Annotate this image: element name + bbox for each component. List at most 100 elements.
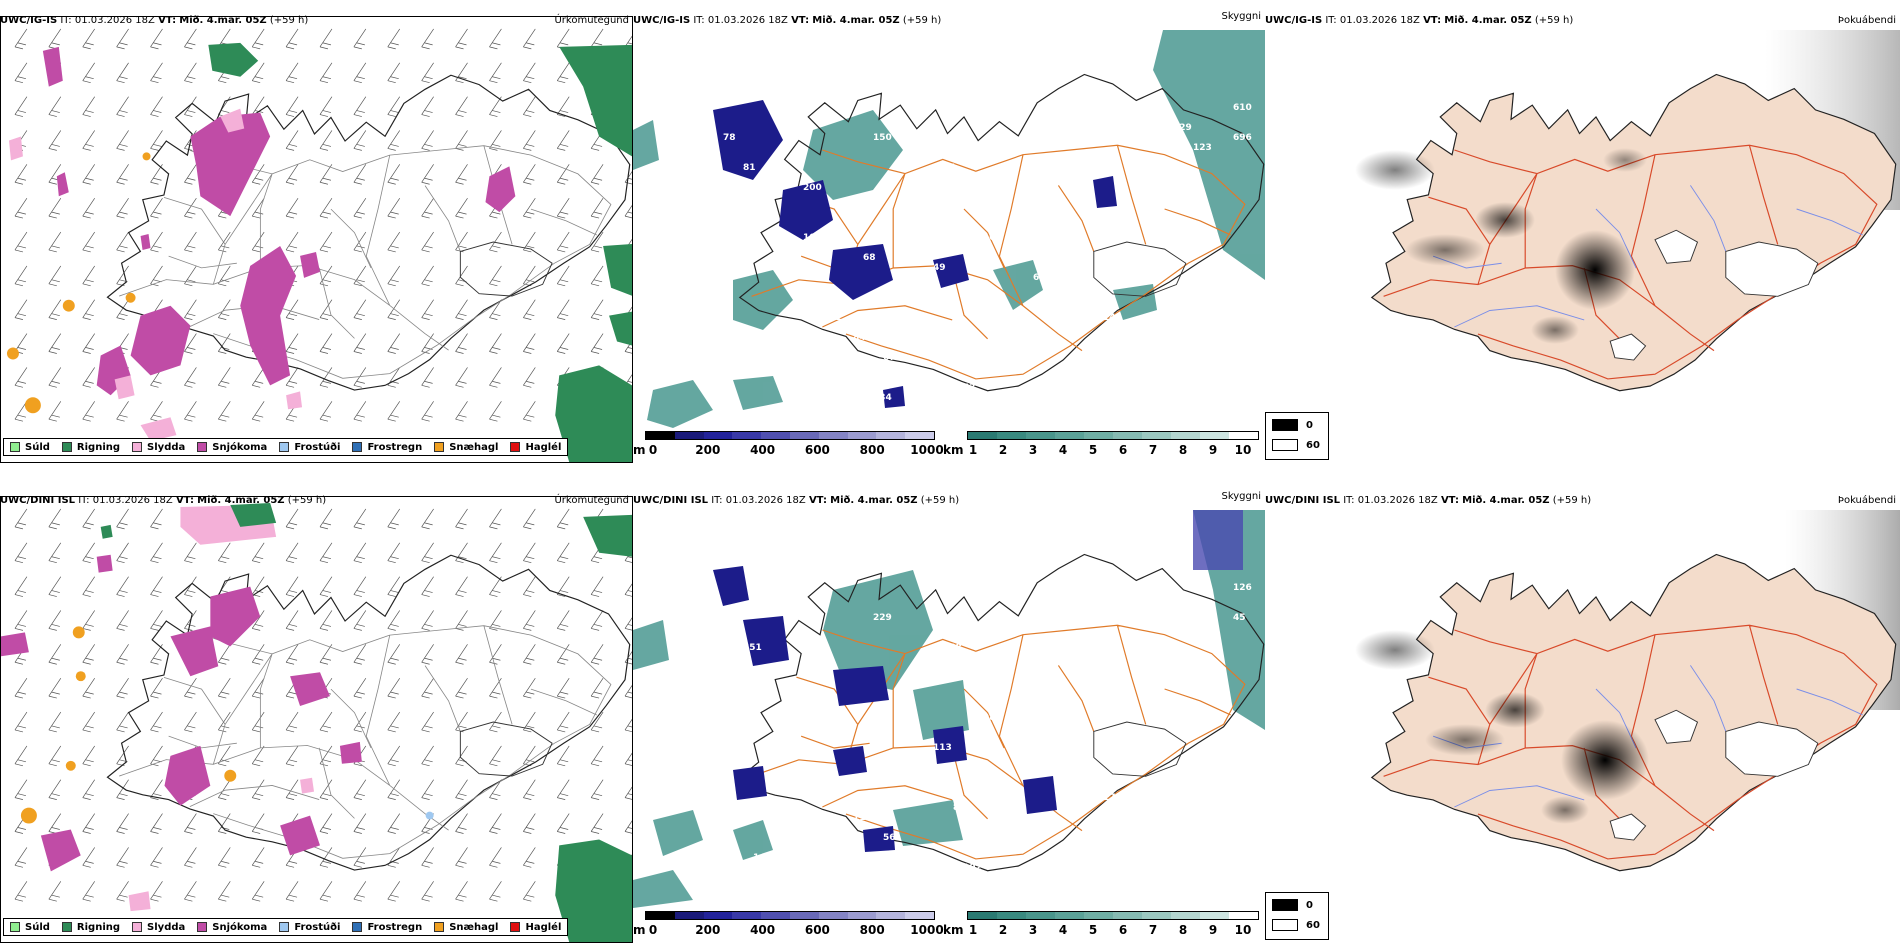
legend-label: Snjókoma: [212, 921, 268, 933]
colorbar-unit: m: [633, 923, 646, 937]
colorbar-segment: [761, 912, 790, 919]
colorbar-tick-label: 7: [1148, 923, 1158, 937]
legend-swatch: [197, 922, 208, 932]
colorbar-segment: [1084, 432, 1113, 439]
wind-barb: [624, 820, 632, 834]
wind-barb: [48, 711, 62, 733]
wind-barb: [285, 231, 299, 253]
wind-barb: [48, 231, 62, 253]
cloud-base-value: 648: [1113, 743, 1132, 753]
cloud-base-value: 76: [783, 603, 796, 613]
valid-time-label: VT:: [808, 495, 827, 506]
wind-barb: [285, 367, 299, 388]
wind-barb: [455, 299, 468, 320]
colorbar-segment: [674, 912, 704, 919]
wind-barb: [590, 677, 604, 699]
precip-type-map: Súld Rigning Slydda Snjókoma Frostúði Fr…: [0, 496, 633, 943]
wind-barb: [251, 28, 265, 50]
wind-barb: [387, 508, 401, 530]
wind-barb: [14, 677, 28, 699]
wind-barb: [285, 62, 299, 84]
wind-barb: [319, 508, 333, 530]
cloud-base-value: 488: [803, 663, 822, 673]
wind-barb: [590, 813, 604, 834]
wind-barb: [421, 130, 434, 151]
legend-item-freezing-drizzle: Frostúði: [279, 442, 340, 453]
wind-barb: [421, 677, 434, 699]
wind-barb: [353, 401, 367, 422]
wind-barb: [556, 610, 570, 631]
wind-barb: [387, 745, 401, 767]
wind-barb: [218, 367, 231, 388]
wind-barb: [14, 96, 28, 117]
wind-barb: [421, 847, 434, 868]
valid-time: Mið. 4.mar. 05Z: [1462, 495, 1550, 506]
wind-barb: [14, 401, 28, 422]
wind-barb: [116, 881, 129, 902]
wind-barb: [48, 677, 62, 699]
cloud-base-labels: 420 111 76 144 251 488 229 388 291 126 139 126 113 98…: [683, 543, 1252, 893]
wind-barb: [285, 644, 299, 665]
legend-swatch: [510, 922, 521, 932]
low-cloud-areas: [713, 100, 1117, 408]
colorbar-segment: [674, 432, 704, 439]
snow-areas: [42, 46, 516, 396]
cloud-base-value: 56: [883, 833, 896, 843]
colorbar-segment: [818, 912, 848, 919]
colorbar-segment: [847, 432, 877, 439]
wind-barb: [387, 610, 401, 631]
lead-time: (+59 h): [902, 15, 942, 26]
wind-barb: [82, 576, 95, 597]
wind-barb: [251, 881, 265, 902]
wind-barb: [489, 881, 502, 902]
wind-barb: [489, 644, 502, 665]
wind-barb: [184, 813, 197, 834]
cloud-base-value: 139: [863, 733, 882, 743]
cloud-base-value: 84: [853, 333, 866, 343]
fog-legend-swatch: [1272, 899, 1298, 911]
wind-barb: [319, 197, 333, 219]
wind-barb: [523, 644, 536, 665]
colorbar-tick-label: 600: [804, 923, 830, 937]
wind-barb: [82, 164, 95, 185]
fog-legend-label: 0: [1306, 419, 1313, 431]
wind-barb: [184, 881, 197, 902]
wind-barb: [116, 62, 129, 84]
cloud-base-value: 78: [723, 133, 736, 143]
wind-barb: [319, 333, 333, 354]
wind-barb: [590, 711, 604, 733]
wind-barb: [150, 813, 163, 834]
wind-barb: [556, 333, 570, 354]
wind-barb: [556, 130, 570, 151]
lead-time: (+59 h): [1552, 495, 1592, 506]
colorbar-segment: [646, 912, 675, 919]
wind-barb: [319, 576, 333, 597]
wind-barb: [455, 164, 468, 185]
model-name: UWC/IG-IS: [633, 15, 691, 26]
colorbar-segment: [703, 912, 733, 919]
colorbar-segment: [905, 432, 934, 439]
wind-barb: [14, 265, 28, 287]
wind-barb: [150, 847, 163, 868]
wind-barb: [590, 745, 604, 767]
wind-barb: [184, 28, 197, 50]
wind-barb: [116, 847, 129, 868]
colorbar-segment: [761, 432, 790, 439]
precip-legend: Súld Rigning Slydda Snjókoma Frostúði Fr…: [3, 438, 569, 456]
wind-barb: [319, 299, 333, 320]
legend-swatch: [61, 442, 72, 452]
valid-time-label: VT:: [791, 15, 810, 26]
wind-barb: [184, 576, 197, 597]
low-cloud-areas: [713, 566, 1057, 852]
wind-barb: [116, 644, 129, 665]
legend-item-freezing-rain: Frostregn: [352, 442, 422, 453]
colorbar-tick-label: 3: [1028, 443, 1038, 457]
precip-legend: Súld Rigning Slydda Snjókoma Frostúði Fr…: [3, 918, 569, 936]
cloud-base-value: 170: [1103, 793, 1122, 803]
wind-barb: [523, 779, 536, 800]
valid-time: Mið. 4.mar. 05Z: [830, 495, 918, 506]
wind-barb: [387, 28, 401, 50]
wind-barb: [387, 62, 401, 84]
wind-barb: [353, 197, 367, 219]
colorbar-tick-label: 4: [1058, 443, 1068, 457]
